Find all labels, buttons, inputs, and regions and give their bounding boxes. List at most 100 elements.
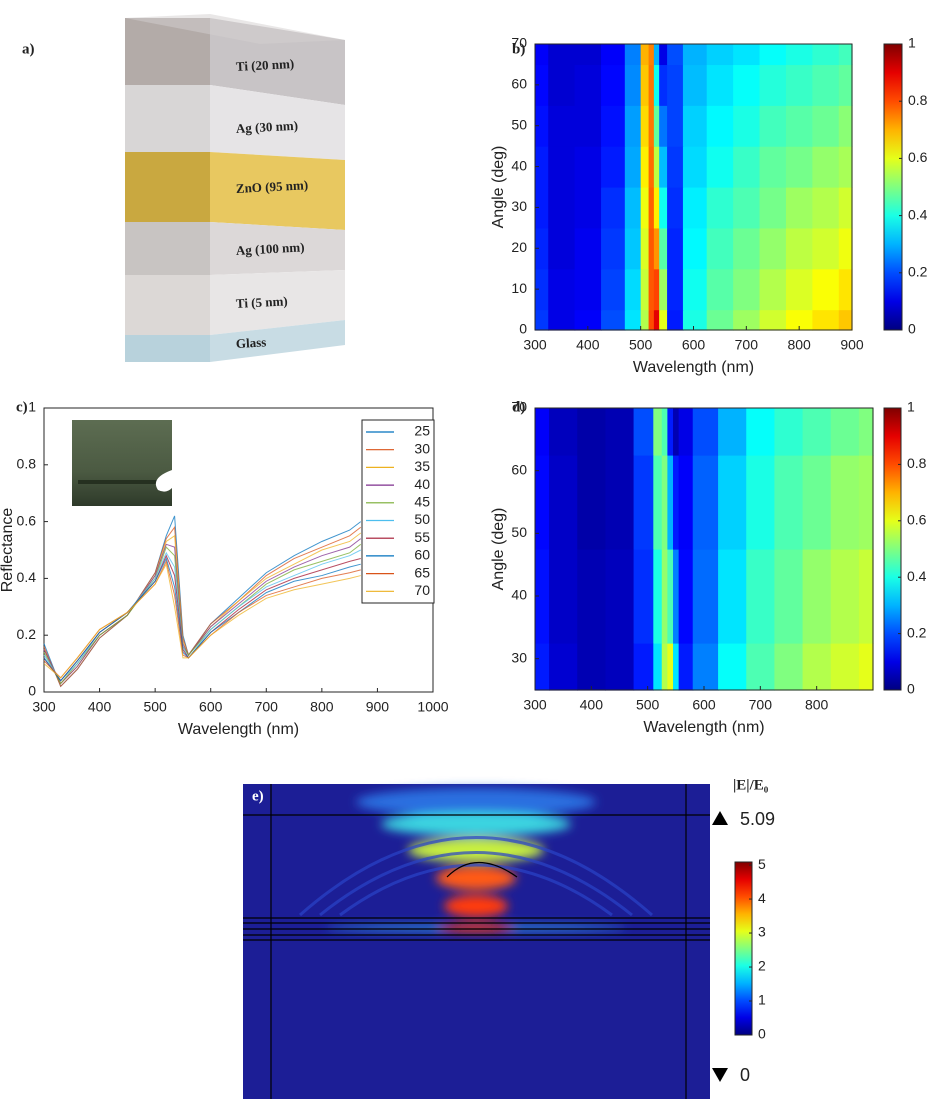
heat-cell [812, 105, 840, 147]
heat-cell [706, 187, 734, 229]
heat-cell [733, 309, 761, 331]
heat-cell [548, 44, 576, 66]
layer-side [210, 320, 345, 362]
colorbar-tick-label: 0.8 [908, 92, 928, 108]
legend-label: 55 [414, 529, 430, 545]
heat-cell [682, 105, 708, 147]
layer-label: Ti (20 nm) [236, 56, 295, 74]
y-tick-label: 20 [511, 239, 527, 255]
heat-cell [659, 187, 668, 229]
x-tick-label: 600 [682, 337, 706, 353]
x-tick-label: 400 [88, 699, 112, 715]
colorbar-tick-label: 0 [907, 681, 915, 697]
heat-cell [633, 643, 654, 691]
series-line [43, 532, 362, 685]
heat-cell [706, 44, 734, 66]
heat-cell [733, 146, 761, 188]
heat-cell [830, 408, 860, 456]
heat-cell [774, 455, 804, 550]
max-label: 5.09 [740, 809, 775, 829]
y-axis-label: Reflectance [0, 508, 16, 593]
heat-cell [759, 268, 787, 311]
x-tick-label: 1000 [417, 699, 448, 715]
heat-cell [640, 105, 650, 147]
legend-label: 25 [414, 423, 430, 439]
heat-cell [548, 309, 576, 331]
heat-cell [605, 643, 635, 691]
heat-cell [574, 268, 602, 311]
heat-cell [653, 44, 660, 66]
legend-label: 40 [414, 476, 430, 492]
heat-cell [667, 309, 684, 331]
heat-cell [759, 309, 787, 331]
y-tick-label: 0 [28, 683, 36, 699]
heat-cell [624, 64, 642, 106]
panel-label: e) [252, 788, 264, 804]
heat-cell [659, 309, 668, 331]
heat-cell [624, 105, 642, 147]
heat-cell [718, 643, 747, 691]
heat-cell [535, 268, 549, 311]
heat-cell [661, 643, 668, 691]
x-tick-label: 400 [576, 337, 600, 353]
heat-cell [661, 408, 668, 456]
heat-cell [605, 408, 635, 456]
heat-cell [733, 268, 761, 311]
series-line [43, 543, 362, 685]
heat-cell [659, 44, 668, 66]
heat-cell [785, 64, 813, 106]
heat-cell [653, 105, 660, 147]
heat-cell [653, 187, 660, 229]
heat-cell [605, 549, 635, 644]
heat-cell [838, 44, 853, 66]
heat-cell [802, 455, 832, 550]
y-tick-label: 70 [511, 399, 527, 415]
heat-cell [759, 44, 787, 66]
heat-cell [692, 643, 719, 691]
colorbar [734, 861, 753, 1036]
x-tick-label: 900 [840, 337, 864, 353]
legend-label: 65 [414, 564, 430, 580]
series-line [43, 554, 361, 682]
heat-cell [838, 146, 853, 188]
heat-cell [718, 549, 747, 644]
heat-cell [667, 408, 674, 456]
heat-cell [548, 105, 576, 147]
series-line [43, 525, 362, 688]
heat-cell [640, 187, 650, 229]
heat-cell [535, 643, 550, 691]
heat-cell [858, 455, 874, 550]
heat-cell [682, 187, 708, 229]
y-tick-label: 0.6 [17, 512, 37, 528]
legend-label: 50 [414, 511, 430, 527]
colorbar-tick-label: 1 [758, 992, 766, 1008]
heat-cell [659, 268, 668, 311]
heat-cell [601, 309, 626, 331]
series-line [43, 557, 361, 682]
colorbar-tick-label: 1 [907, 399, 915, 415]
heat-cell [718, 408, 747, 456]
colorbar-tick-label: 1 [908, 35, 916, 51]
heat-cell [640, 64, 650, 106]
heat-cell [661, 455, 668, 550]
heat-cell [812, 146, 840, 188]
x-tick-label: 300 [523, 337, 547, 353]
series-line [43, 559, 361, 679]
heat-cell [667, 64, 684, 106]
heat-cell [574, 227, 602, 270]
heat-cell [535, 105, 549, 147]
colorbar [883, 407, 902, 691]
heat-cell [692, 455, 719, 550]
heat-cell [858, 549, 874, 644]
heat-cell [838, 187, 853, 229]
legend-label: 35 [414, 458, 430, 474]
heat-cell [830, 455, 860, 550]
heat-cell [718, 455, 747, 550]
heat-cell [574, 187, 602, 229]
heat-cell [785, 44, 813, 66]
heat-cell [682, 146, 708, 188]
heat-cell [624, 309, 642, 331]
layer-label: ZnO (95 nm) [236, 177, 309, 196]
heat-cell [601, 64, 626, 106]
heat-cell [759, 64, 787, 106]
